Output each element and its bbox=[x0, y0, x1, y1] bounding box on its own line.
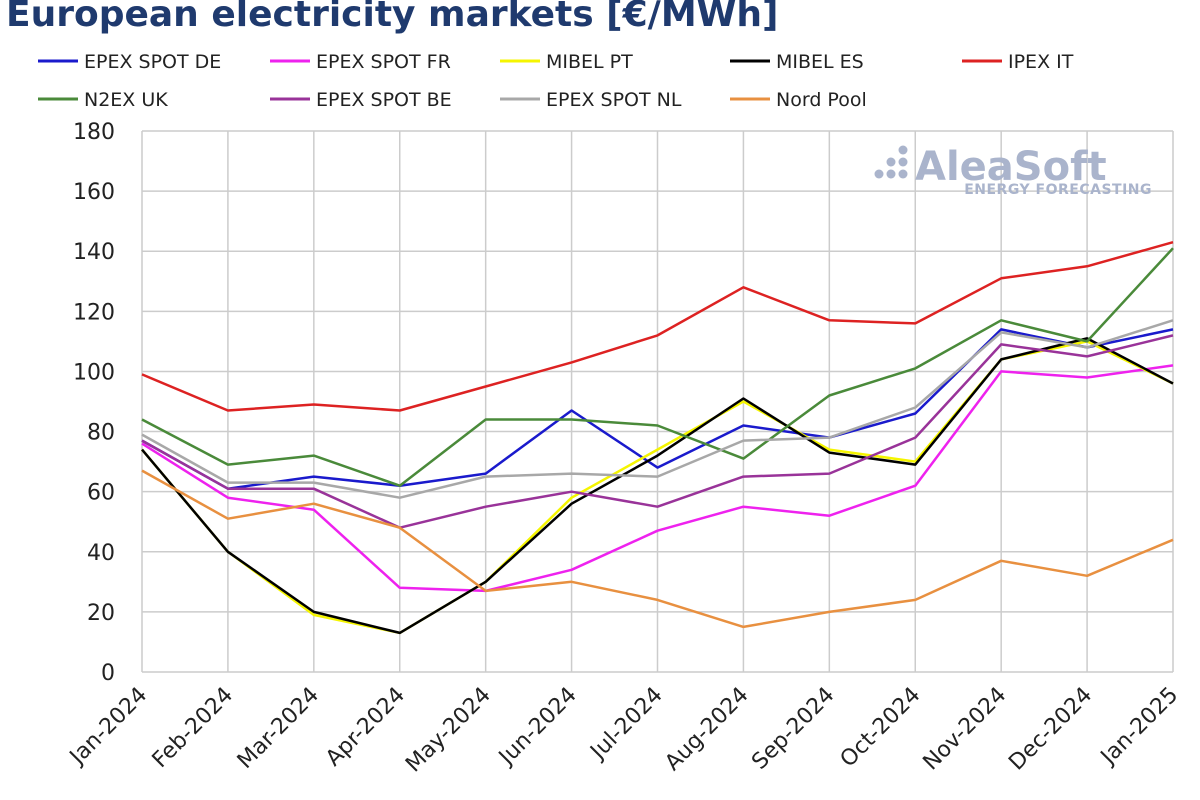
x-tick-label: Jan-2025 bbox=[1095, 683, 1183, 771]
y-tick-label: 20 bbox=[87, 601, 115, 626]
x-tick-label: Apr-2024 bbox=[321, 683, 410, 772]
legend-item: EPEX SPOT DE bbox=[38, 51, 221, 73]
legend-label: IPEX IT bbox=[1008, 51, 1074, 73]
series-line bbox=[141, 337, 1174, 635]
y-tick-label: 80 bbox=[87, 421, 115, 446]
series-ipex-it bbox=[141, 240, 1174, 412]
series-n2ex-uk bbox=[141, 247, 1174, 487]
legend-label: Nord Pool bbox=[776, 89, 867, 111]
legend-label: N2EX UK bbox=[84, 89, 168, 111]
legend-label: EPEX SPOT NL bbox=[546, 89, 682, 111]
logo-tagline: ENERGY FORECASTING bbox=[964, 182, 1152, 198]
y-tick-label: 180 bbox=[73, 120, 115, 145]
grid-layer bbox=[141, 130, 1174, 673]
y-tick-label: 60 bbox=[87, 481, 115, 506]
legend: EPEX SPOT DE EPEX SPOT FR MIBEL PT MIBEL ES… bbox=[38, 51, 1074, 111]
legend-item: EPEX SPOT BE bbox=[270, 89, 452, 111]
y-tick-label: 40 bbox=[87, 541, 115, 566]
y-tick-label: 0 bbox=[101, 661, 115, 686]
x-tick-label: Feb-2024 bbox=[148, 683, 238, 773]
legend-label: EPEX SPOT BE bbox=[316, 89, 452, 111]
series-layer bbox=[141, 240, 1174, 635]
legend-item: N2EX UK bbox=[38, 89, 168, 111]
x-tick-label: Oct-2024 bbox=[836, 683, 926, 773]
series-epex-spot-be bbox=[141, 334, 1174, 529]
legend-item: MIBEL ES bbox=[730, 51, 864, 73]
series-epex-spot-de bbox=[141, 328, 1174, 490]
series-line bbox=[141, 247, 1174, 487]
x-tick-label: Mar-2024 bbox=[233, 683, 324, 774]
logo-dot-icon bbox=[898, 145, 908, 155]
legend-label: MIBEL ES bbox=[776, 51, 864, 73]
logo-dot-icon bbox=[898, 169, 908, 179]
legend-item: IPEX IT bbox=[962, 51, 1074, 73]
logo-dot-icon bbox=[874, 169, 884, 179]
legend-item: EPEX SPOT NL bbox=[500, 89, 682, 111]
series-epex-spot-fr bbox=[141, 364, 1174, 593]
y-tick-label: 160 bbox=[73, 180, 115, 205]
y-tick-label: 120 bbox=[73, 300, 115, 325]
x-tick-label: Aug-2024 bbox=[660, 683, 753, 776]
x-tick-label: Jul-2024 bbox=[585, 683, 668, 766]
legend-item: MIBEL PT bbox=[500, 51, 633, 73]
series-line bbox=[141, 334, 1174, 529]
y-tick-label: 140 bbox=[73, 240, 115, 265]
logo-name: AleaSoft bbox=[915, 144, 1107, 190]
logo-dot-icon bbox=[886, 157, 896, 167]
legend-item: Nord Pool bbox=[730, 89, 867, 111]
x-axis: Jan-2024Feb-2024Mar-2024Apr-2024May-2024… bbox=[64, 683, 1183, 778]
x-tick-label: Jun-2024 bbox=[493, 683, 582, 772]
series-line bbox=[141, 319, 1174, 499]
series-epex-spot-nl bbox=[141, 319, 1174, 499]
series-line bbox=[141, 469, 1174, 629]
chart-title: European electricity markets [€/MWh] bbox=[6, 0, 779, 35]
y-axis: 0 20 40 60 80 100 120 140 160 180 bbox=[73, 120, 115, 686]
series-line bbox=[141, 240, 1174, 412]
series-line bbox=[141, 364, 1174, 593]
legend-label: EPEX SPOT FR bbox=[316, 51, 451, 73]
logo-dot-icon bbox=[898, 157, 908, 167]
series-line bbox=[141, 328, 1174, 490]
x-tick-label: Nov-2024 bbox=[919, 683, 1012, 776]
x-tick-label: Jan-2024 bbox=[64, 683, 152, 771]
series-mibel-es bbox=[141, 337, 1174, 635]
logo-dot-icon bbox=[886, 169, 896, 179]
legend-item: EPEX SPOT FR bbox=[270, 51, 451, 73]
legend-label: EPEX SPOT DE bbox=[84, 51, 221, 73]
x-tick-label: Sep-2024 bbox=[747, 683, 839, 775]
legend-label: MIBEL PT bbox=[546, 51, 633, 73]
aleasoft-logo: AleaSoft ENERGY FORECASTING bbox=[874, 144, 1152, 198]
series-nord-pool bbox=[141, 469, 1174, 629]
x-tick-label: May-2024 bbox=[401, 683, 496, 778]
x-tick-label: Dec-2024 bbox=[1004, 683, 1097, 776]
y-tick-label: 100 bbox=[73, 360, 115, 385]
